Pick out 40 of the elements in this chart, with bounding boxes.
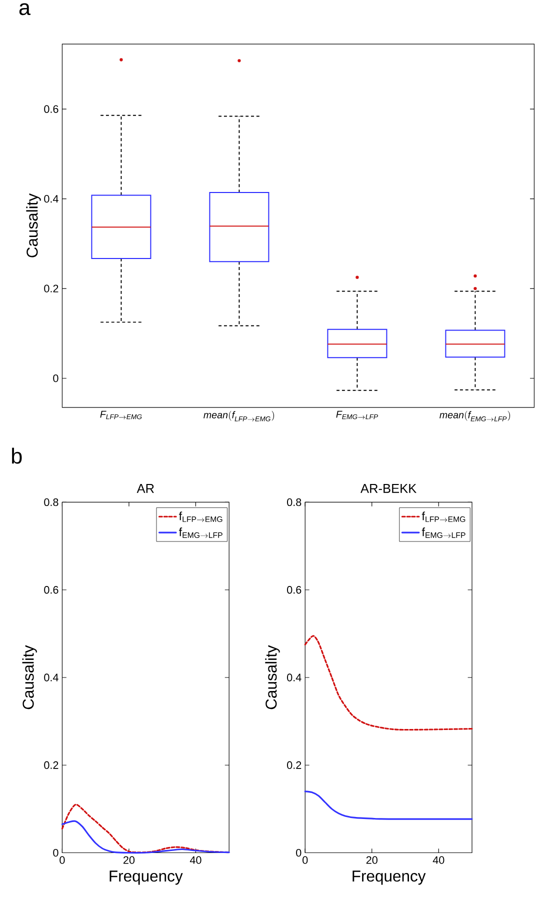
x-tick-label: 0 <box>60 856 65 864</box>
y-tick-label: 0.6 <box>44 105 58 113</box>
y-tick-label: 0.4 <box>44 674 58 682</box>
x-axis-title: Frequency <box>110 870 183 885</box>
y-tick-label: 0 <box>53 848 58 857</box>
y-tick-label: 0.6 <box>44 586 58 594</box>
y-tick-label: 0.2 <box>286 761 302 769</box>
line-series <box>61 820 230 854</box>
y-tick-label: 0.8 <box>286 498 302 506</box>
y-tick-label: 0.2 <box>44 761 58 769</box>
x-tick-label: 20 <box>366 856 378 864</box>
chart-title: AR <box>136 484 154 493</box>
y-axis-title: Causality <box>265 645 280 710</box>
chart-title: AR-BEKK <box>360 484 416 493</box>
y-tick-label: 0.4 <box>44 194 58 203</box>
legend-label: $\mathrm{f}_{\mathrm{LFP}\rightarrow \mathrm{EMG}}$ <box>422 512 466 522</box>
x-tick-label: 40 <box>432 856 444 864</box>
x-tick-label: $\mathit{mean(f}_{\mathit{LFP}\rightarrow \mathit{EMG}}\mathit{)}$ <box>204 410 274 422</box>
text: b <box>12 448 22 464</box>
y-tick-label: 0.6 <box>286 586 302 594</box>
x-tick-label: $\mathit{mean(f}_{\mathit{EMG}\rightarrow \mathit{LFP}}\mathit{)}$ <box>440 410 510 422</box>
y-tick-label: 0.4 <box>286 674 302 682</box>
y-axis-title: Causality <box>22 645 37 710</box>
y-tick-label: 0.2 <box>44 284 58 292</box>
y-tick-label: 0.8 <box>44 498 58 506</box>
x-tick-label: $\mathit{F}_{\mathit{LFP}\rightarrow \mathit{EMG}}$ <box>100 410 142 420</box>
legend-label: $\mathrm{f}_{\mathrm{LFP}\rightarrow \mathrm{EMG}}$ <box>178 512 222 522</box>
x-tick-label: 0 <box>302 856 308 864</box>
line-series <box>304 790 473 820</box>
legend-label: $\mathrm{f}_{\mathrm{EMG}\rightarrow \mathrm{LFP}}$ <box>178 528 222 538</box>
y-tick-label: 0 <box>53 374 58 382</box>
y-tick-label: 0 <box>296 848 302 857</box>
x-tick-label: 20 <box>123 856 134 864</box>
x-tick-label: 40 <box>190 856 202 864</box>
legend-label: $\mathrm{f}_{\mathrm{EMG}\rightarrow \mathrm{LFP}}$ <box>422 528 466 538</box>
text: a <box>19 3 30 16</box>
x-tick-label: $\mathit{F}_{\mathit{EMG}\rightarrow \mathit{LFP}}$ <box>336 410 378 420</box>
x-axis-title: Frequency <box>352 870 426 885</box>
y-axis-title: Causality <box>26 193 41 258</box>
line-series <box>304 635 473 731</box>
